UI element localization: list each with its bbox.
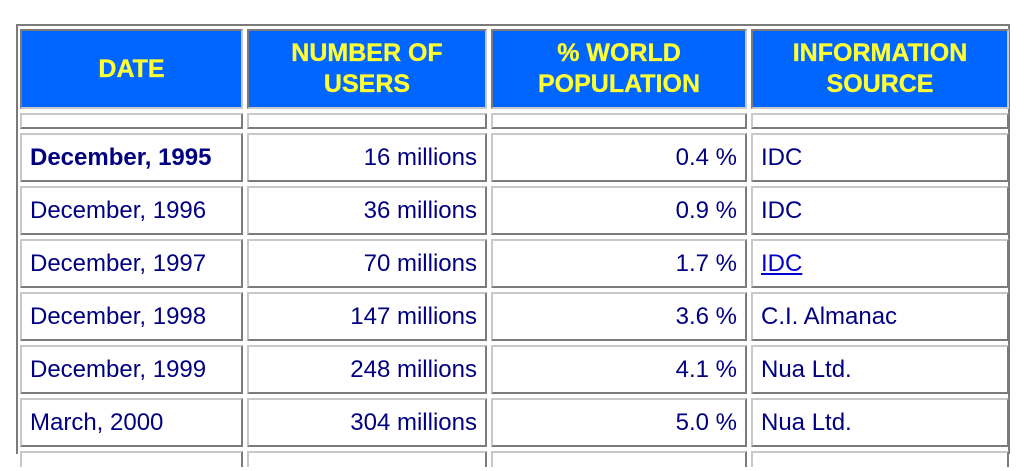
users-cell: 70 millions [247, 239, 487, 288]
header-source-line2: SOURCE [826, 70, 934, 98]
percent-cell: 1.7 % [491, 239, 747, 288]
internet-users-table: DATE NUMBER OF USERS % WORLD POPULATION … [16, 25, 1013, 471]
header-world-population: % WORLD POPULATION [491, 29, 747, 109]
spacer-cell [247, 113, 487, 129]
table-row: March, 2000 304 millions 5.0 % Nua Ltd. [20, 398, 1009, 447]
date-cell: December, 1995 [20, 133, 243, 182]
spacer-cell [751, 113, 1009, 129]
table-row: December, 1999 248 millions 4.1 % Nua Lt… [20, 345, 1009, 394]
table-row: December, 1995 16 millions 0.4 % IDC [20, 133, 1009, 182]
header-users-line1: NUMBER OF [291, 39, 443, 67]
header-information-source: INFORMATION SOURCE [751, 29, 1009, 109]
internet-users-table-frame: DATE NUMBER OF USERS % WORLD POPULATION … [16, 24, 1010, 467]
spacer-cell [491, 113, 747, 129]
percent-cell: 0.4 % [491, 133, 747, 182]
source-cell: IDC [751, 186, 1009, 235]
source-cell: IDC [751, 239, 1009, 288]
percent-cell: 3.6 % [491, 292, 747, 341]
partial-cell [20, 451, 243, 467]
table-row: December, 1998 147 millions 3.6 % C.I. A… [20, 292, 1009, 341]
date-cell: December, 1996 [20, 186, 243, 235]
source-cell: IDC [751, 133, 1009, 182]
header-row: DATE NUMBER OF USERS % WORLD POPULATION … [20, 29, 1009, 109]
partial-cell [491, 451, 747, 467]
spacer-row [20, 113, 1009, 129]
date-cell: March, 2000 [20, 398, 243, 447]
source-cell: Nua Ltd. [751, 345, 1009, 394]
table-row: December, 1997 70 millions 1.7 % IDC [20, 239, 1009, 288]
date-cell: December, 1999 [20, 345, 243, 394]
users-cell: 147 millions [247, 292, 487, 341]
header-date: DATE [20, 29, 243, 109]
users-cell: 16 millions [247, 133, 487, 182]
partial-cell [751, 451, 1009, 467]
percent-cell: 5.0 % [491, 398, 747, 447]
header-number-of-users: NUMBER OF USERS [247, 29, 487, 109]
header-pct-line2: POPULATION [537, 70, 701, 98]
users-cell: 304 millions [247, 398, 487, 447]
header-source-line1: INFORMATION [792, 39, 968, 67]
percent-cell: 4.1 % [491, 345, 747, 394]
partial-cell [247, 451, 487, 467]
idc-source-link[interactable]: IDC [761, 249, 803, 277]
users-cell: 248 millions [247, 345, 487, 394]
date-cell: December, 1998 [20, 292, 243, 341]
users-cell: 36 millions [247, 186, 487, 235]
source-cell: C.I. Almanac [751, 292, 1009, 341]
source-cell: Nua Ltd. [751, 398, 1009, 447]
percent-cell: 0.9 % [491, 186, 747, 235]
header-date-label: DATE [98, 54, 165, 83]
date-cell: December, 1997 [20, 239, 243, 288]
header-pct-line1: % WORLD [557, 39, 681, 67]
table-row: December, 1996 36 millions 0.9 % IDC [20, 186, 1009, 235]
header-users-line2: USERS [323, 70, 411, 98]
spacer-cell [20, 113, 243, 129]
partial-row [20, 451, 1009, 467]
